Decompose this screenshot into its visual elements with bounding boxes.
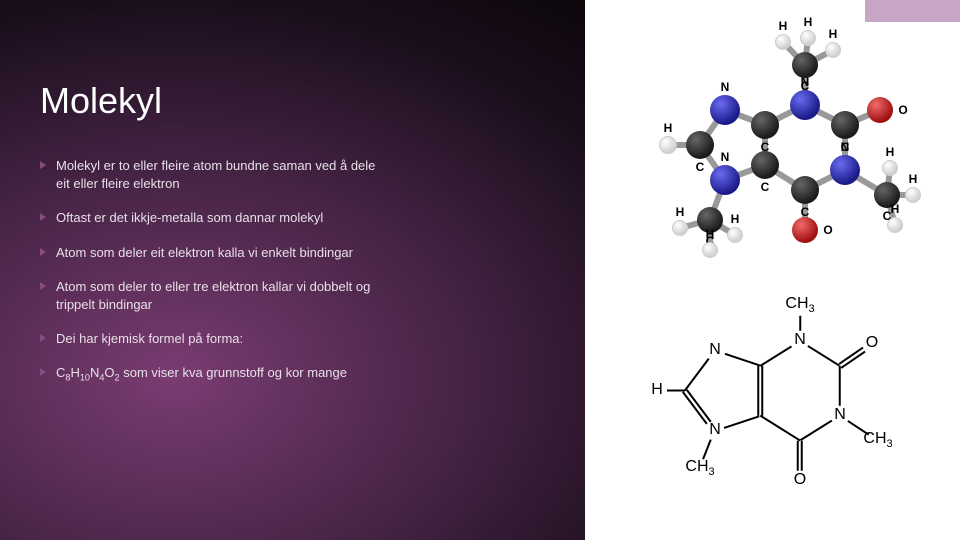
molecule-3d-diagram: NCNCCNCNCOOCCCHHHHHHHHHH bbox=[595, 20, 950, 260]
atom-h bbox=[887, 217, 903, 233]
atom-n bbox=[830, 155, 860, 185]
formula-body: C8H10N4O2 bbox=[56, 365, 120, 380]
formula-label: CH3 bbox=[685, 458, 714, 478]
bullet-item: Molekyl er to eller fleire atom bundne s… bbox=[40, 157, 380, 193]
atom-n bbox=[710, 165, 740, 195]
atom-h bbox=[672, 220, 688, 236]
atom-c bbox=[751, 151, 779, 179]
formula-suffix: som viser kva grunnstoff og kor mange bbox=[123, 365, 347, 380]
formula-label: H bbox=[651, 381, 663, 399]
corner-accent bbox=[865, 0, 960, 22]
formula-label: CH3 bbox=[863, 430, 892, 450]
atom-n bbox=[790, 90, 820, 120]
slide: Molekyl Molekyl er to eller fleire atom … bbox=[0, 0, 960, 540]
atom-n bbox=[710, 95, 740, 125]
bullet-item: Atom som deler eit elektron kalla vi enk… bbox=[40, 244, 380, 262]
formula-label: N bbox=[709, 341, 721, 359]
formula-label: O bbox=[794, 471, 806, 489]
bullet-item: Dei har kjemisk formel på forma: bbox=[40, 330, 380, 348]
atom-c bbox=[831, 111, 859, 139]
formula-label: N bbox=[709, 421, 721, 439]
formula-label: N bbox=[794, 331, 806, 349]
atom-h bbox=[800, 30, 816, 46]
slide-title: Molekyl bbox=[40, 80, 545, 122]
bullet-list: Molekyl er to eller fleire atom bundne s… bbox=[40, 157, 545, 385]
atom-h bbox=[775, 34, 791, 50]
bullet-item-formula: C8H10N4O2 som viser kva grunnstoff og ko… bbox=[40, 364, 380, 384]
atom-c bbox=[792, 52, 818, 78]
atom-h bbox=[882, 160, 898, 176]
formula-label: N bbox=[834, 406, 846, 424]
atom-c bbox=[686, 131, 714, 159]
atom-h bbox=[727, 227, 743, 243]
atom-o bbox=[792, 217, 818, 243]
formula-label: O bbox=[866, 334, 878, 352]
formula-label: CH3 bbox=[785, 295, 814, 315]
chemical-formula: C8H10N4O2 bbox=[56, 365, 123, 380]
atom-h bbox=[659, 136, 677, 154]
content-panel: Molekyl Molekyl er to eller fleire atom … bbox=[0, 0, 585, 540]
atom-h bbox=[702, 242, 718, 258]
molecule-2d-diagram: N N N N O O CH3 CH3 CH3 H bbox=[615, 280, 935, 530]
image-panel: NCNCCNCNCOOCCCHHHHHHHHHH N N N N O O CH3 CH3 CH3… bbox=[585, 0, 960, 540]
atom-c bbox=[751, 111, 779, 139]
atom-c bbox=[791, 176, 819, 204]
bullet-item: Oftast er det ikkje-metalla som dannar m… bbox=[40, 209, 380, 227]
atom-h bbox=[825, 42, 841, 58]
atom-o bbox=[867, 97, 893, 123]
bullet-item: Atom som deler to eller tre elektron kal… bbox=[40, 278, 380, 314]
atom-h bbox=[905, 187, 921, 203]
